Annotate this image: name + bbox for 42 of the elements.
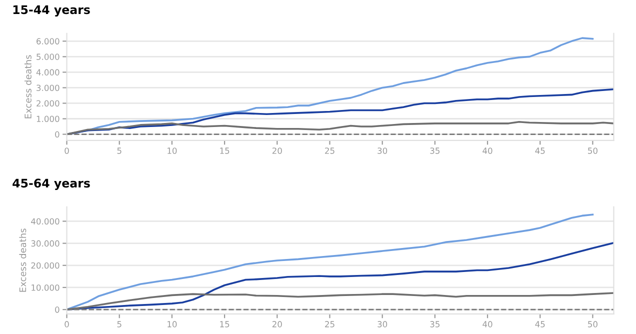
x-tick-label: 20 bbox=[272, 321, 282, 328]
line-series bbox=[66, 292, 614, 310]
y-tick-label: 0 bbox=[55, 131, 60, 138]
x-tick-label: 10 bbox=[168, 148, 177, 154]
x-tick-label: 25 bbox=[325, 148, 334, 154]
x-tick-label: 35 bbox=[430, 148, 440, 154]
x-tick-label: 40 bbox=[482, 148, 492, 154]
y-tick-label: 3.000 bbox=[36, 84, 60, 91]
chart-title: 15-44 years bbox=[13, 5, 90, 17]
x-tick-label: 30 bbox=[378, 321, 388, 328]
x-tick-label: 50 bbox=[588, 148, 598, 154]
x-tick-label: 5 bbox=[117, 321, 122, 328]
y-tick-label: 6.000 bbox=[36, 38, 60, 44]
x-tick-label: 50 bbox=[588, 321, 598, 328]
x-tick-label: 35 bbox=[430, 321, 440, 328]
chart-title: 45-64 years bbox=[12, 178, 90, 190]
x-tick-label: 20 bbox=[272, 148, 282, 154]
y-tick-label: 2.000 bbox=[36, 100, 60, 107]
y-tick-label: 5.000 bbox=[36, 54, 60, 60]
x-tick-label: 15 bbox=[220, 148, 230, 154]
x-tick-label: 10 bbox=[168, 321, 177, 328]
y-axis-title: Excess deaths bbox=[24, 55, 32, 118]
x-tick-label: 0 bbox=[64, 148, 69, 154]
x-tick-label: 15 bbox=[220, 321, 230, 328]
y-tick-label: 40.000 bbox=[31, 218, 60, 225]
x-tick-label: 5 bbox=[117, 148, 122, 154]
y-axis-title: Excess deaths bbox=[19, 228, 26, 292]
x-tick-label: 30 bbox=[378, 148, 388, 154]
x-tick-label: 0 bbox=[64, 321, 69, 328]
y-tick-label: 30.000 bbox=[31, 240, 60, 247]
y-tick-label: 0 bbox=[55, 306, 60, 313]
y-tick-label: 4.000 bbox=[36, 69, 60, 76]
line-series bbox=[66, 120, 614, 136]
x-tick-label: 45 bbox=[535, 321, 545, 328]
y-tick-label: 1.000 bbox=[36, 116, 60, 122]
line-series bbox=[66, 242, 614, 310]
x-tick-label: 25 bbox=[325, 321, 334, 328]
y-tick-label: 10.000 bbox=[32, 284, 60, 291]
x-tick-label: 45 bbox=[535, 148, 545, 154]
x-tick-label: 40 bbox=[482, 321, 492, 328]
line-series bbox=[66, 214, 594, 310]
y-tick-label: 20.000 bbox=[31, 262, 60, 269]
